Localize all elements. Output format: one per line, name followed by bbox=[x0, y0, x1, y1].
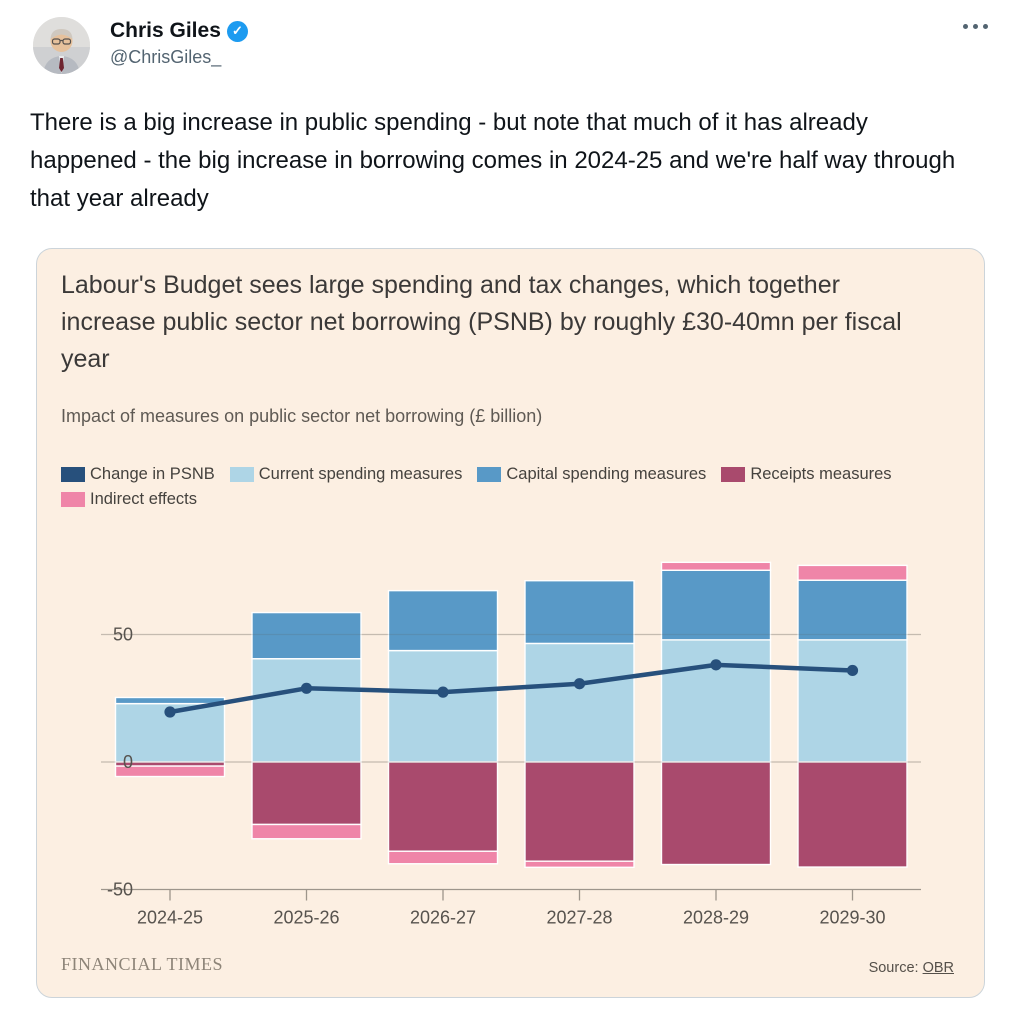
y-axis-label: 0 bbox=[123, 752, 133, 772]
bar-segment bbox=[251, 611, 362, 660]
source-label: Source: bbox=[868, 960, 919, 976]
chart-card: Labour's Budget sees large spending and … bbox=[36, 248, 985, 998]
legend-swatch bbox=[721, 467, 746, 482]
bar-segment bbox=[524, 579, 635, 645]
bar-segment bbox=[797, 579, 908, 641]
psnb-point bbox=[300, 682, 313, 694]
x-axis-label: 2029-30 bbox=[819, 908, 885, 928]
legend-swatch bbox=[477, 467, 502, 482]
psnb-point bbox=[710, 659, 722, 671]
chart-plot: 50 0 -50 2024-25 2025-26 2026-27 2027-28 2028-2… bbox=[37, 549, 986, 949]
bar-segment bbox=[660, 569, 772, 641]
bar-segment bbox=[387, 761, 499, 852]
bar-segment bbox=[251, 823, 362, 840]
psnb-point bbox=[164, 706, 176, 718]
psnb-line bbox=[167, 662, 855, 715]
source-note: Source: OBR bbox=[869, 960, 954, 976]
legend-swatch bbox=[61, 492, 85, 507]
chart-subtitle: Impact of measures on public sector net … bbox=[61, 406, 543, 426]
avatar[interactable] bbox=[33, 17, 90, 74]
ft-logo: FINANCIAL TIMES bbox=[61, 954, 224, 974]
author-name[interactable]: Chris Giles bbox=[110, 19, 221, 42]
legend-item: Current spending measures bbox=[229, 465, 463, 484]
x-axis-label: 2025-26 bbox=[273, 908, 339, 928]
bar-segment bbox=[251, 658, 362, 763]
bar-segment bbox=[387, 589, 499, 652]
bar-segment bbox=[797, 761, 908, 868]
legend-item: Indirect effects bbox=[61, 490, 197, 509]
bar-segment bbox=[660, 639, 772, 763]
bar-segment bbox=[660, 761, 772, 866]
tweet-header: Chris Giles ✓ @ChrisGiles_ bbox=[0, 0, 1015, 90]
bar-segment bbox=[524, 761, 635, 862]
bar-segment bbox=[114, 696, 226, 705]
x-axis-label: 2028-29 bbox=[683, 908, 749, 928]
source-link[interactable]: OBR bbox=[922, 960, 954, 976]
legend-label: Capital spending measures bbox=[506, 465, 707, 483]
psnb-point bbox=[573, 678, 586, 690]
psnb-point bbox=[437, 686, 449, 698]
tweet-text: There is a big increase in public spendi… bbox=[30, 109, 956, 212]
legend-label: Indirect effects bbox=[90, 490, 198, 508]
legend-label: Change in PSNB bbox=[90, 465, 215, 483]
x-axis-label: 2026-27 bbox=[410, 908, 476, 928]
legend-swatch bbox=[61, 467, 85, 482]
bar-segment bbox=[524, 860, 635, 869]
avatar-photo bbox=[33, 17, 90, 74]
more-menu-button[interactable] bbox=[963, 24, 988, 29]
verified-badge-icon: ✓ bbox=[226, 20, 248, 42]
x-axis-label: 2027-28 bbox=[546, 908, 612, 928]
x-axis-label: 2024-25 bbox=[137, 908, 203, 928]
psnb-point bbox=[846, 664, 859, 677]
bar-segment bbox=[387, 850, 499, 865]
legend-item: Change in PSNB bbox=[61, 465, 215, 484]
legend-item: Capital spending measures bbox=[477, 465, 706, 484]
legend-label: Current spending measures bbox=[258, 465, 463, 483]
bar-segment bbox=[524, 642, 635, 763]
chart-title: Labour's Budget sees large spending and … bbox=[61, 271, 902, 373]
bar-segment bbox=[660, 561, 772, 571]
legend-swatch bbox=[229, 467, 254, 482]
legend-label: Receipts measures bbox=[750, 465, 892, 483]
legend-item: Receipts measures bbox=[721, 465, 892, 484]
bar-segment bbox=[797, 564, 908, 581]
bar-segment bbox=[387, 649, 499, 763]
chart-legend: Change in PSNB Current spending measures C… bbox=[61, 465, 892, 509]
y-axis-label: -50 bbox=[107, 880, 133, 900]
author-handle[interactable]: @ChrisGiles_ bbox=[110, 47, 222, 67]
y-axis-label: 50 bbox=[113, 625, 133, 645]
bar-segment bbox=[251, 761, 362, 826]
bar-segment bbox=[114, 765, 226, 778]
bar-segment bbox=[797, 639, 908, 763]
